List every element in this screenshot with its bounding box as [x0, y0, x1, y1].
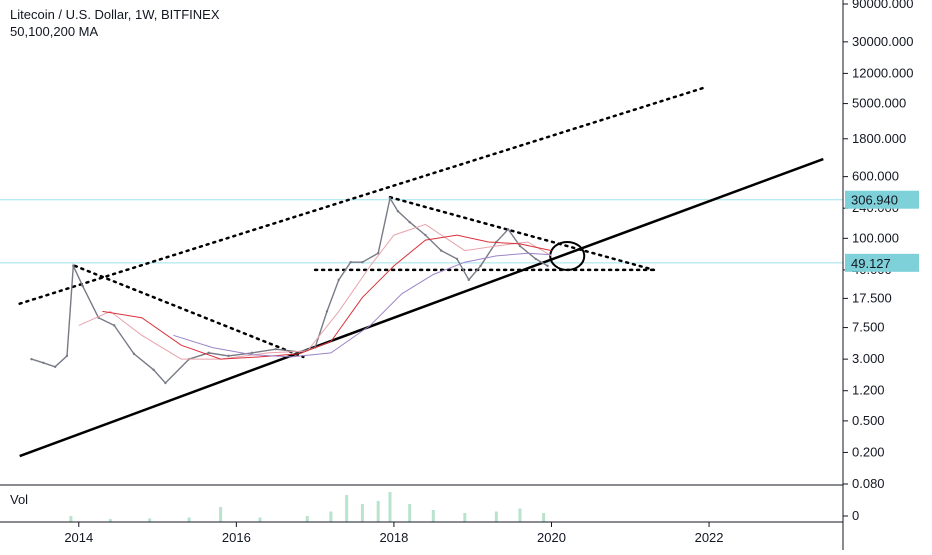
- price-point: [325, 310, 329, 313]
- volume-bar: [542, 513, 546, 522]
- y-tick-label: 12000.000: [852, 65, 913, 80]
- price-point: [164, 381, 167, 385]
- price-point: [81, 284, 84, 288]
- price-point: [53, 365, 57, 369]
- ellipse-marker: [549, 240, 586, 271]
- price-point: [439, 249, 443, 252]
- price-badge-label: 49.127: [851, 256, 891, 271]
- y-tick-label: 0.080: [852, 476, 885, 491]
- indicator-label: 50,100,200 MA: [10, 24, 99, 39]
- price-badge: [845, 253, 919, 272]
- series-line-ma-200: [173, 252, 552, 358]
- volume-bar: [431, 510, 435, 522]
- price-badge-label: 306.940: [851, 193, 898, 208]
- price-point: [506, 228, 510, 231]
- price-point: [396, 209, 400, 213]
- price-point: [455, 257, 459, 261]
- volume-bar: [376, 501, 380, 522]
- y-tick-label: 90000.000: [852, 0, 913, 11]
- x-tick-label: 2016: [222, 530, 251, 545]
- y-tick-label: 17.500: [852, 290, 892, 305]
- dotted-trendline: [388, 195, 656, 272]
- y-tick-label: 3.000: [852, 351, 885, 366]
- price-point: [132, 352, 136, 356]
- price-point: [72, 264, 75, 268]
- dotted-trendline: [18, 86, 707, 305]
- y-tick-label: 1.200: [852, 383, 885, 398]
- volume-bar: [219, 507, 223, 522]
- y-tick-label: 30000.000: [852, 34, 913, 49]
- price-point: [207, 351, 210, 355]
- price-point: [30, 357, 33, 361]
- chart-header: Litecoin / U.S. Dollar, 1W, BITFINEX 50,…: [10, 6, 220, 40]
- volume-bar: [408, 504, 412, 522]
- series-line-ma-50: [78, 223, 552, 360]
- y-tick-label: 5000.000: [852, 96, 906, 111]
- price-point: [376, 251, 380, 255]
- axes: 90000.000 30000.000 12000.000 5000.000 1800.…: [0, 0, 913, 550]
- price-point: [408, 220, 411, 224]
- price-point: [534, 257, 537, 261]
- volume-bar: [148, 518, 152, 522]
- price-point: [65, 354, 69, 358]
- y-tick-label: 0.200: [852, 444, 885, 459]
- y-tick-label: 0.500: [852, 413, 885, 428]
- price-point: [349, 261, 352, 264]
- y-tick-label: 7.500: [852, 320, 885, 335]
- volume-bar: [187, 517, 191, 522]
- price-point: [518, 244, 522, 248]
- volume-label: Vol: [10, 492, 29, 507]
- price-point: [388, 197, 392, 200]
- volume-bars: [69, 492, 546, 522]
- dotted-trendline: [73, 264, 305, 359]
- volume-bar: [345, 495, 349, 522]
- y-tick-label: 1800.000: [852, 131, 906, 146]
- x-tick-label: 2022: [695, 530, 724, 545]
- volume-bar: [388, 492, 392, 522]
- x-tick-label: 2020: [537, 530, 566, 545]
- y-tick-label: 100.000: [852, 230, 899, 245]
- price-point: [274, 348, 277, 351]
- price-point: [546, 264, 549, 268]
- series-line-ma-100: [102, 234, 552, 360]
- series-lines: [30, 196, 552, 385]
- price-point: [361, 261, 364, 264]
- volume-bar: [360, 504, 364, 522]
- price-point: [42, 361, 45, 364]
- price-point: [152, 368, 155, 372]
- volume-bar: [305, 516, 309, 522]
- volume-bar: [494, 511, 498, 522]
- price-point: [479, 264, 482, 268]
- trendlines[interactable]: [18, 86, 824, 458]
- price-point: [337, 278, 340, 282]
- support-trendline: [19, 157, 824, 458]
- price-level-lines: [0, 199, 843, 264]
- volume-bar: [258, 517, 262, 522]
- volume-zero-label: 0: [852, 508, 859, 523]
- price-point: [424, 233, 427, 237]
- price-point: [250, 351, 254, 355]
- volume-bar: [108, 519, 112, 522]
- price-point: [467, 278, 470, 282]
- price-badges: 306.940 49.127: [845, 190, 919, 272]
- chart-title: Litecoin / U.S. Dollar, 1W, BITFINEX: [10, 7, 220, 22]
- series-line-price: [31, 196, 548, 385]
- price-point: [227, 354, 230, 358]
- x-tick-label: 2018: [379, 530, 408, 545]
- x-tick-label: 2014: [64, 530, 93, 545]
- volume-bar: [463, 513, 467, 522]
- y-tick-label: 600.000: [852, 169, 899, 184]
- volume-bar: [69, 516, 73, 522]
- volume-bar: [518, 508, 522, 522]
- price-point: [113, 324, 116, 327]
- price-badge: [845, 190, 919, 209]
- volume-bar: [329, 511, 333, 522]
